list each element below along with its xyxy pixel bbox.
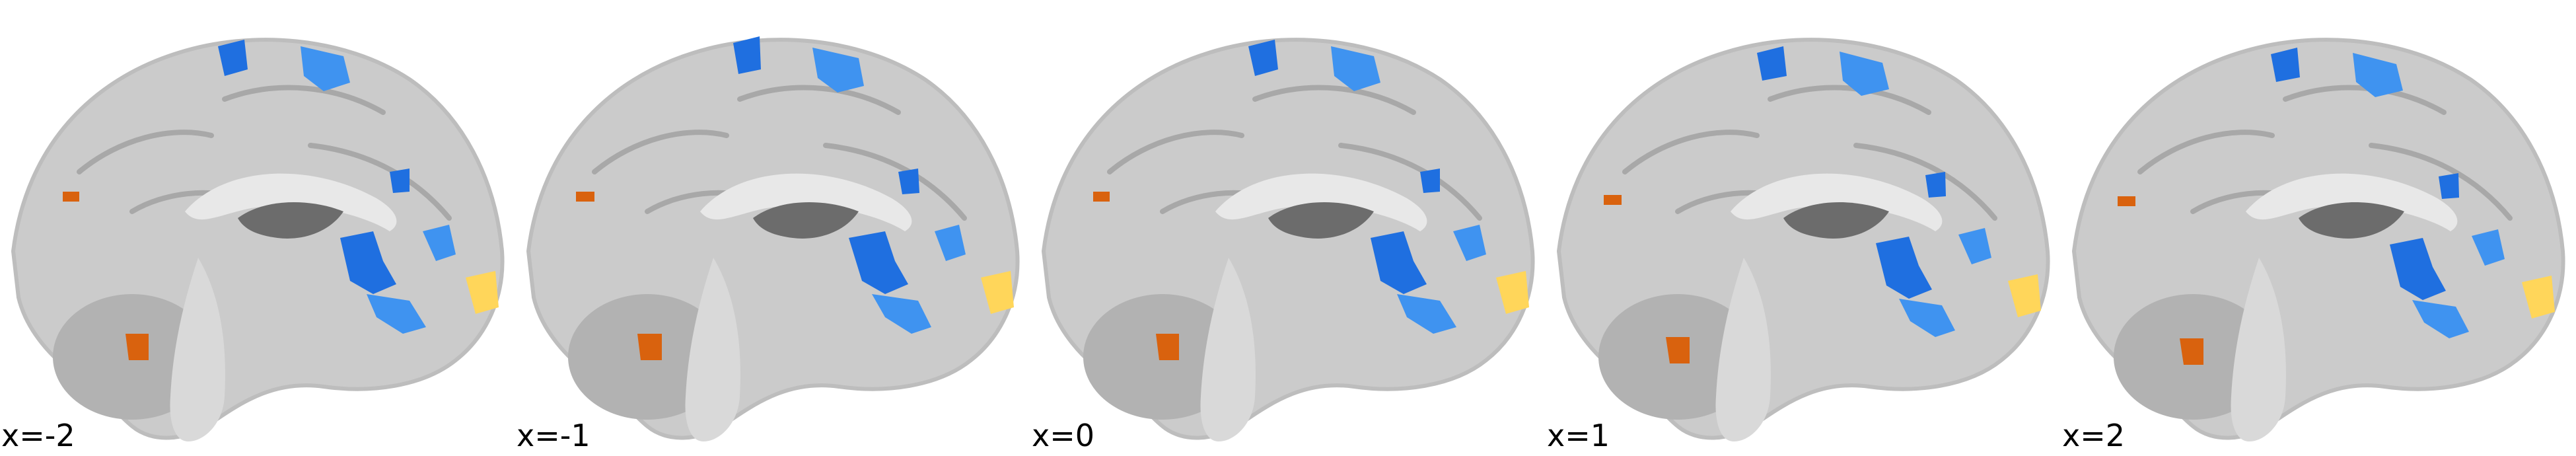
positive-activation-cluster [125, 334, 149, 360]
negative-activation-cluster [390, 169, 410, 193]
slice-panel: x=2 [2061, 0, 2576, 456]
brainstem [2231, 258, 2286, 441]
ventricle [753, 202, 859, 239]
positive-activation-cluster [1496, 271, 1529, 314]
sagittal-brain-slice [2071, 38, 2565, 441]
negative-activation-cluster [367, 294, 426, 334]
slice-label: x=1 [1547, 418, 1610, 453]
positive-activation-cluster [63, 192, 79, 202]
positive-activation-cluster [2118, 196, 2135, 206]
slice-panel: x=0 [1030, 0, 1546, 456]
sulci [77, 85, 452, 221]
negative-activation-cluster [733, 36, 761, 74]
positive-activation-cluster [1156, 334, 1179, 360]
positive-activation-cluster [1093, 192, 1110, 202]
negative-activation-cluster [1757, 46, 1787, 81]
positive-activation-cluster [1666, 337, 1690, 363]
slice-label: x=2 [2062, 418, 2126, 453]
negative-activation-cluster [1876, 237, 1932, 299]
negative-activation-cluster [301, 46, 350, 91]
negative-activation-cluster [849, 231, 908, 294]
positive-activation-cluster [1604, 195, 1622, 205]
negative-activation-cluster [1958, 228, 1991, 264]
brainstem [1715, 258, 1771, 441]
slice-label: x=0 [1032, 418, 1095, 453]
slice-panel: x=1 [1546, 0, 2061, 456]
slice-panel: x=-1 [515, 0, 1030, 456]
negative-activation-cluster [340, 231, 396, 294]
negative-activation-cluster [2412, 300, 2469, 338]
negative-activation-cluster [2353, 53, 2403, 97]
negative-activation-cluster [218, 40, 248, 76]
sulci [592, 85, 967, 221]
sulci [1622, 85, 1997, 221]
negative-activation-cluster [2390, 238, 2446, 300]
positive-activation-cluster [637, 334, 662, 360]
positive-activation-cluster [981, 271, 1014, 314]
negative-activation-cluster [423, 225, 456, 261]
negative-activation-cluster [2439, 173, 2459, 199]
sagittal-brain-slice [526, 36, 1020, 441]
sagittal-brain-slice [11, 38, 505, 441]
sulci [1107, 85, 1482, 221]
negative-activation-cluster [1397, 294, 1456, 334]
positive-activation-cluster [2522, 276, 2555, 319]
sagittal-brain-slice [1556, 38, 2050, 441]
brainstem [685, 258, 740, 441]
negative-activation-cluster [872, 294, 931, 334]
negative-activation-cluster [1248, 40, 1278, 76]
slice-label: x=-2 [1, 418, 75, 453]
slice-panel: x=-2 [0, 0, 515, 456]
sagittal-brain-slice [1041, 38, 1535, 441]
ventricle [1268, 202, 1374, 239]
positive-activation-cluster [466, 271, 499, 314]
slice-label: x=-1 [517, 418, 590, 453]
negative-activation-cluster [2271, 48, 2300, 82]
negative-activation-cluster [1453, 225, 1486, 261]
ventricle [1783, 202, 1889, 239]
negative-activation-cluster [1420, 169, 1440, 193]
positive-activation-cluster [576, 192, 594, 202]
negative-activation-cluster [1925, 172, 1946, 198]
brainstem [1200, 258, 1256, 441]
negative-activation-cluster [2472, 229, 2505, 266]
positive-activation-cluster [2180, 338, 2203, 365]
negative-activation-cluster [1899, 299, 1955, 337]
ventricle [2299, 202, 2404, 239]
negative-activation-cluster [898, 169, 919, 194]
negative-activation-cluster [1371, 231, 1427, 294]
negative-activation-cluster [1840, 52, 1889, 96]
negative-activation-cluster [812, 48, 864, 93]
positive-activation-cluster [2008, 274, 2041, 317]
negative-activation-cluster [935, 225, 966, 261]
brainstem [170, 258, 225, 441]
negative-activation-cluster [1331, 46, 1380, 91]
ventricle [238, 202, 343, 239]
